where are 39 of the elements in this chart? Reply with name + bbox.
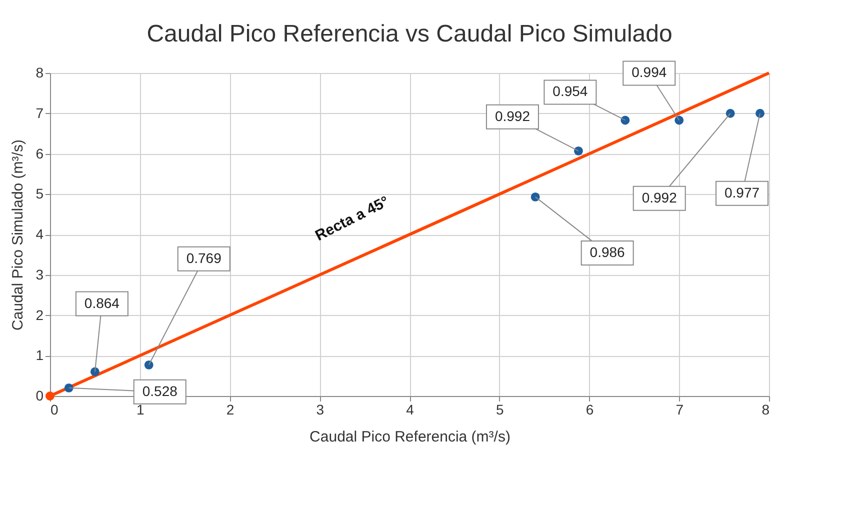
- x-axis-title: Caudal Pico Referencia (m³/s): [310, 428, 510, 446]
- x-tick-label: 4: [406, 402, 414, 418]
- x-tick-label: 5: [496, 402, 504, 418]
- annotation: 0.954: [552, 83, 588, 100]
- y-tick-label: 3: [36, 266, 44, 282]
- y-tick-label: 5: [36, 186, 44, 202]
- annotation: 0.986: [590, 244, 626, 260]
- x-tick-label: 6: [586, 402, 594, 418]
- y-tick-label: 2: [36, 306, 44, 323]
- y-tick-label: 8: [36, 64, 44, 80]
- annotation: 0.769: [186, 250, 222, 266]
- y-axis-title: Caudal Pico Simulado (m³/s): [10, 140, 27, 330]
- x-tick-label: 8: [762, 402, 770, 418]
- y-tick-label: 4: [36, 226, 44, 242]
- point: [574, 146, 583, 156]
- point: [90, 367, 100, 376]
- annotation: Recta a 45°: [312, 193, 392, 245]
- point: [64, 383, 74, 392]
- x-tick-label: 1: [136, 402, 144, 418]
- annotation: 0.977: [724, 184, 760, 200]
- y-tick-label: 0: [36, 388, 44, 404]
- chart-title: Caudal Pico Referencia vs Caudal Pico Simulado: [146, 20, 672, 48]
- x-tick-label: 2: [226, 402, 234, 418]
- point: [726, 108, 735, 118]
- annotation: 0.528: [142, 382, 178, 399]
- y-tick-label: 7: [36, 104, 44, 121]
- annotation: 0.864: [84, 294, 120, 311]
- y-tick-label: 6: [36, 145, 44, 162]
- y-tick-label: 1: [36, 347, 44, 364]
- x-tick-label: 0: [50, 402, 58, 418]
- point: [756, 108, 764, 118]
- x-tick-label: 3: [316, 402, 324, 418]
- point: [144, 360, 154, 370]
- annotation: 0.992: [494, 108, 530, 124]
- point: [674, 116, 684, 125]
- annotation: 0.994: [632, 64, 667, 80]
- annotation: 0.992: [642, 189, 678, 206]
- point: [530, 192, 540, 202]
- x-tick-label: 7: [676, 402, 684, 418]
